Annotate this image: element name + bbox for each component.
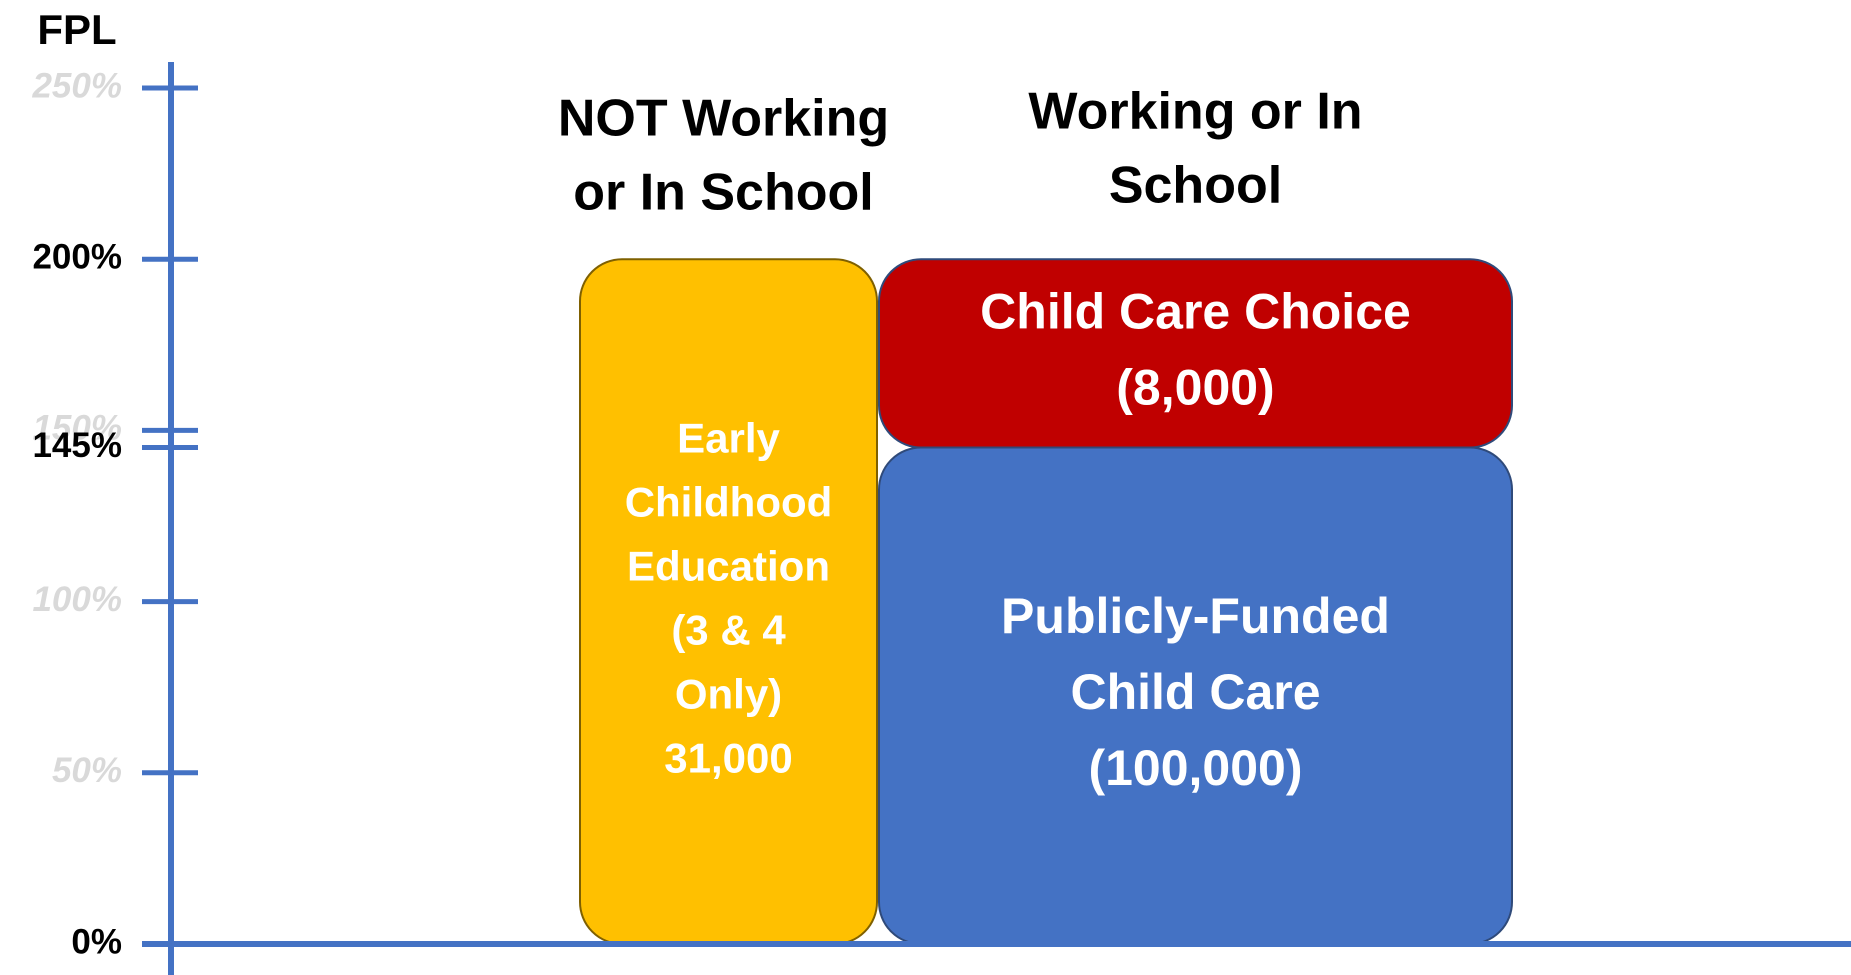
- tick-label: 100%: [32, 580, 122, 619]
- tick-label: 145%: [32, 426, 122, 465]
- box-label: Only): [675, 671, 782, 718]
- tick-label: 150%: [32, 409, 122, 448]
- tick-label: 0%: [71, 922, 122, 961]
- box-label: Publicly-Funded: [1001, 588, 1390, 644]
- tick-label: 50%: [52, 751, 122, 790]
- column-heading: Working or In: [1028, 83, 1362, 141]
- box-label: Childhood: [625, 479, 833, 526]
- column-heading: NOT Working: [558, 90, 889, 148]
- column-heading: School: [1109, 157, 1282, 215]
- box-label: (3 & 4: [671, 607, 786, 654]
- axis-label: FPL: [37, 6, 116, 53]
- box-label: (8,000): [1116, 360, 1274, 416]
- box-label: Education: [627, 543, 830, 590]
- tick-label: 250%: [31, 66, 122, 105]
- box-label: (100,000): [1088, 740, 1302, 796]
- program-box: [579, 258, 878, 945]
- box-label: Child Care Choice: [980, 284, 1411, 340]
- box-label: 31,000: [664, 735, 792, 782]
- box-label: Early: [677, 415, 780, 462]
- column-heading: or In School: [573, 164, 873, 222]
- tick-label: 200%: [32, 237, 122, 276]
- box-label: Child Care: [1070, 664, 1320, 720]
